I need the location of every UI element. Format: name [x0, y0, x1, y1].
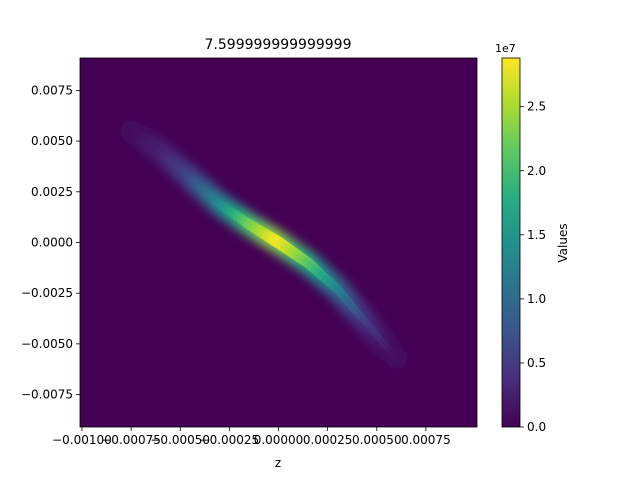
ridge-segment	[389, 350, 400, 362]
y-tick-label: 0.0000	[31, 236, 73, 250]
colorbar-tick-label: 2.0	[527, 164, 546, 178]
colorbar-tick-label: 0.5	[527, 356, 546, 370]
colorbar-label: Values	[556, 223, 570, 262]
y-tick-label: 0.0025	[31, 185, 73, 199]
x-tick-label: 0.00050	[352, 433, 402, 447]
colorbar-multiplier: 1e7	[495, 42, 516, 55]
x-tick-label: 0.00075	[401, 433, 451, 447]
colorbar-tick-label: 2.5	[527, 100, 546, 114]
y-tick-label: −0.0025	[21, 286, 73, 300]
colorbar-tick-label: 1.0	[527, 292, 546, 306]
ridge-core	[128, 127, 400, 362]
x-tick-label: −0.00075	[101, 433, 161, 447]
x-axis-label: z	[275, 456, 281, 470]
colorbar-ticks: 0.0 0.5 1.0 1.5 2.0 2.5	[520, 100, 546, 434]
x-tick-label: −0.00025	[200, 433, 260, 447]
ridge-layer	[120, 119, 408, 370]
x-tick-label: −0.00100	[52, 433, 112, 447]
colorbar: 0.0 0.5 1.0 1.5 2.0 2.5 1e7 Values	[495, 42, 570, 434]
x-tick-label: 0.00000	[254, 433, 304, 447]
plot-area	[79, 57, 478, 428]
colorbar-gradient	[501, 57, 521, 428]
y-axis: 0.0075 0.0050 0.0025 0.0000 −0.0025 −0.0050 −0…	[21, 83, 80, 402]
colorbar-tick-label: 1.5	[527, 228, 546, 242]
x-tick-label: 0.00025	[303, 433, 353, 447]
y-tick-label: −0.0075	[21, 388, 73, 402]
x-tick-label: −0.00050	[150, 433, 210, 447]
y-tick-label: −0.0050	[21, 337, 73, 351]
y-tick-label: 0.0050	[31, 134, 73, 148]
colorbar-tick-label: 0.0	[527, 420, 546, 434]
chart-title: 7.599999999999999	[205, 37, 352, 53]
y-tick-label: 0.0075	[31, 83, 73, 97]
